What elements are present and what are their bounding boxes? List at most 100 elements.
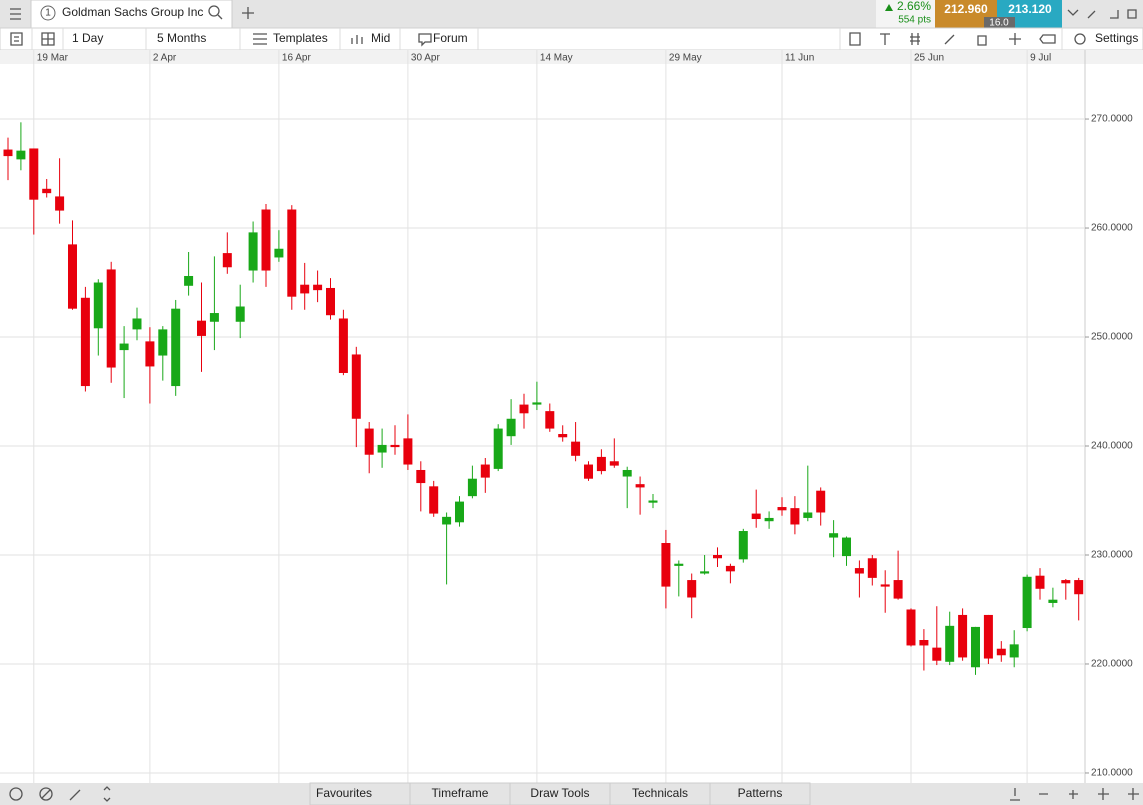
y-tick-label: 260.0000 (1091, 223, 1133, 234)
candle-body (609, 461, 619, 466)
window-icons[interactable] (1067, 9, 1137, 19)
tab-number: 1 (45, 8, 51, 19)
forum[interactable]: Forum (433, 31, 468, 45)
candle-body (919, 640, 929, 646)
candle-body (42, 188, 52, 194)
candle-body (945, 625, 955, 662)
candle-body (300, 284, 310, 294)
candle-body (467, 478, 477, 497)
tab-number-circle (40, 5, 56, 21)
candle-body (1074, 580, 1084, 595)
bottom-buttons: Favourites Timeframe Draw Tools Technicals P… (309, 782, 811, 805)
spread: 16.0 (989, 18, 1009, 29)
menu-button[interactable] (10, 8, 21, 20)
candle-body (197, 320, 206, 336)
x-tick-label: 25 Jun (914, 53, 944, 64)
x-tick-label: 9 Jul (1030, 53, 1051, 64)
candle-body (1048, 599, 1058, 603)
candle-body (906, 609, 916, 646)
x-tick-label: 11 Jun (785, 53, 814, 64)
candle-body (596, 456, 606, 472)
candle-body (55, 196, 65, 211)
candle-body (248, 232, 258, 271)
candle-body (80, 297, 90, 387)
bid: 212.960 (944, 2, 988, 16)
x-tick-label: 29 May (669, 53, 702, 64)
plot-area (0, 64, 1085, 783)
interval[interactable]: 1 Day (72, 31, 103, 45)
bottom-button[interactable] (709, 782, 811, 805)
spread-badge (984, 17, 1015, 28)
candle-body (648, 500, 658, 503)
search-icon[interactable] (208, 5, 223, 20)
candle-body (209, 313, 219, 322)
candle-body (829, 533, 839, 538)
settings[interactable]: Settings (1095, 31, 1138, 45)
candle-body (16, 150, 26, 160)
candle-body (971, 626, 980, 668)
candle-body (713, 554, 722, 559)
right-tool-icons[interactable] (849, 32, 1086, 46)
toolbar-icons[interactable] (10, 32, 432, 47)
candle-body (506, 418, 516, 437)
candle-body (532, 402, 542, 405)
candle-body (687, 580, 697, 598)
candle-body (261, 209, 271, 271)
candle-body (674, 563, 684, 566)
candle-body (235, 306, 245, 322)
candle-body (416, 469, 426, 484)
candle-body (738, 531, 748, 560)
candle-body (880, 584, 890, 587)
tab-title: Goldman Sachs Group Inc (62, 5, 203, 19)
candle-body (390, 444, 400, 448)
candle-body (867, 558, 877, 578)
candle-body (184, 275, 194, 286)
candle-body (493, 428, 503, 469)
add-tab[interactable] (242, 7, 254, 19)
candle-body (700, 571, 710, 574)
candle-body (661, 543, 671, 587)
candle-body (1022, 576, 1032, 629)
candle-body (132, 318, 142, 330)
candle-body (958, 614, 968, 658)
up-arrow (885, 4, 893, 11)
price-type[interactable]: Mid (371, 31, 390, 45)
ask: 213.120 (1008, 2, 1052, 16)
candle-body (158, 329, 168, 356)
change: 2.66% (897, 0, 931, 13)
candle-body (932, 647, 942, 661)
candle-body (854, 568, 864, 574)
bottom-button-label: Favourites (316, 786, 372, 800)
candle-body (790, 508, 800, 525)
candle-body (274, 248, 284, 258)
candle-body (635, 484, 645, 488)
candle-body (983, 614, 993, 659)
bottom-button-label: Timeframe (432, 786, 489, 800)
candle-body (171, 308, 181, 387)
candle-body (145, 341, 155, 367)
candle-body (119, 343, 129, 351)
candle-body (519, 404, 529, 414)
range[interactable]: 5 Months (157, 31, 206, 45)
candle-body (68, 244, 77, 309)
candle-body (777, 507, 787, 511)
candle-body (558, 434, 568, 438)
candle-body (338, 318, 348, 373)
candle-body (326, 287, 335, 316)
candle-body (93, 282, 103, 329)
x-tick-label: 2 Apr (153, 53, 177, 64)
candle-body (377, 444, 387, 453)
templates[interactable]: Templates (273, 31, 328, 45)
x-tick-label: 14 May (540, 53, 573, 64)
change-pts: 554 pts (898, 15, 931, 26)
bottom-button-label: Draw Tools (530, 786, 589, 800)
candle-body (106, 269, 116, 368)
candle-body (403, 438, 413, 465)
x-tick-label: 30 Apr (411, 53, 441, 64)
candle-body (1061, 580, 1071, 584)
x-tick-label: 16 Apr (282, 53, 312, 64)
candle-body (545, 411, 555, 429)
candle-body (893, 580, 903, 599)
candles (3, 122, 1084, 675)
